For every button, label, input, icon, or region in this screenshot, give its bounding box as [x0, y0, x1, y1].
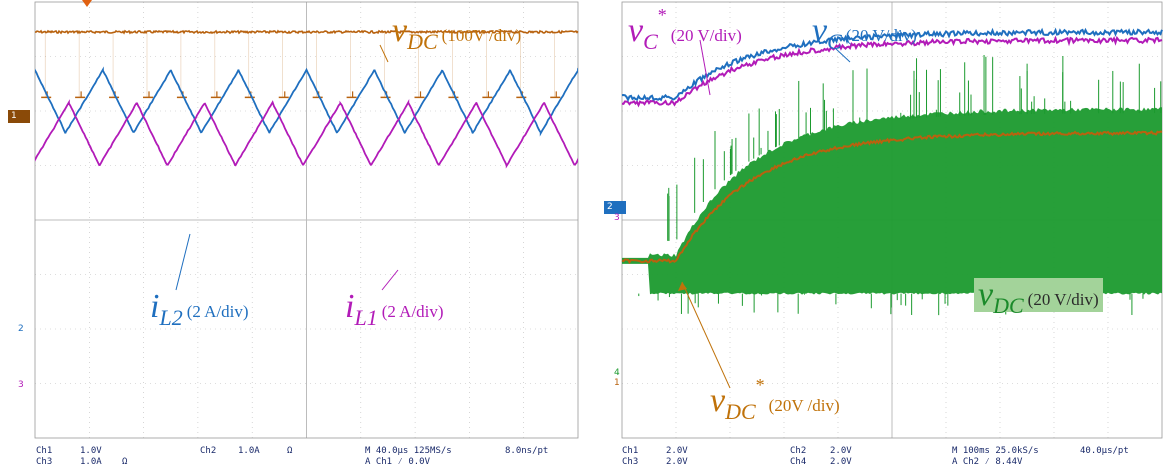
il1-label: iL1 (2 A/div) — [345, 288, 444, 330]
vdc-star-trace — [621, 130, 1163, 265]
ch2-unit: Ω — [287, 446, 293, 456]
il2-trace — [35, 66, 578, 137]
left-plot-area — [34, 0, 579, 439]
ch3-name: Ch3 — [622, 457, 639, 467]
ch1-name: Ch1 — [36, 446, 53, 456]
vc-trace — [621, 27, 1163, 102]
il2-pointer — [175, 233, 191, 291]
ch2-name: Ch2 — [200, 446, 217, 456]
trigger-position-icon — [82, 0, 92, 7]
left-status-bar: Ch1 1.0V Ch3 1.0A Ω Ch2 1.0A Ω M 40.0µs … — [0, 440, 590, 472]
il1-pointer — [381, 269, 399, 291]
right-scope-panel: 2 3 4 1 vC* (20 V/div) vC (20 V/div) vDC… — [600, 0, 1164, 472]
vc-star-label: vC* (20 V/div) — [628, 5, 742, 54]
ch4-ground-marker: 4 — [614, 368, 620, 378]
vdc-star-pointer — [681, 281, 731, 389]
vc-star-pointer — [699, 39, 711, 96]
timebase: M 100ms 25.0kS/s — [952, 446, 1039, 456]
vdc-label: vDC (100V /div) — [392, 12, 522, 54]
timebase: M 40.0µs 125MS/s — [365, 446, 452, 456]
ch1-name: Ch1 — [622, 446, 639, 456]
ch2-name: Ch2 — [790, 446, 807, 456]
ch3-ground-marker: 3 — [18, 380, 24, 390]
ch3-name: Ch3 — [36, 457, 53, 467]
ch1-ground-marker: 1 — [614, 378, 620, 388]
vdc-trace — [34, 29, 579, 35]
ch2-scale: 1.0A — [238, 446, 260, 456]
trigger: A Ch1 ⁄ 0.0V — [365, 457, 431, 467]
resolution: 40.0µs/pt — [1080, 446, 1129, 456]
vdc-pointer — [379, 44, 389, 63]
vdc-star-arrowhead — [678, 282, 687, 291]
vdc-envelope — [622, 107, 1162, 295]
ch3-unit: Ω — [122, 457, 128, 467]
ch4-name: Ch4 — [790, 457, 807, 467]
vc-pointer — [834, 47, 851, 63]
vdc-label: vDC (20 V/div) — [974, 278, 1103, 317]
ch1-scale: 1.0V — [80, 446, 102, 456]
right-status-bar: Ch1 2.0V Ch3 2.0V Ch2 2.0V Ch4 2.0V M 10… — [600, 440, 1164, 472]
ch2-scale: 2.0V — [830, 446, 852, 456]
ch4-scale: 2.0V — [830, 457, 852, 467]
ch3-scale: 1.0A — [80, 457, 102, 467]
resolution: 8.0ns/pt — [505, 446, 549, 456]
vc-label: vC (20 V/div) — [812, 12, 917, 54]
ch1-scale: 2.0V — [666, 446, 688, 456]
ch2-ground-marker: 2 — [18, 324, 24, 334]
ch3-ground-marker: 3 — [614, 213, 620, 223]
il2-label: iL2 (2 A/div) — [150, 288, 249, 330]
il1-trace — [35, 98, 578, 169]
vc-star-trace — [621, 35, 1163, 108]
ch3-scale: 2.0V — [666, 457, 688, 467]
vdc-star-label: vDC* (20V /div) — [710, 375, 840, 424]
ch2-ground-marker: 2 — [604, 201, 626, 214]
ch1-ground-marker: 1 — [8, 110, 30, 123]
right-plot-area — [621, 1, 1163, 439]
plot-border — [34, 1, 579, 439]
left-scope-panel: 1 2 3 vDC (100V /div) iL2 (2 A/div) iL1 … — [0, 0, 590, 472]
trigger: A Ch2 ⁄ 8.44V — [952, 457, 1023, 467]
